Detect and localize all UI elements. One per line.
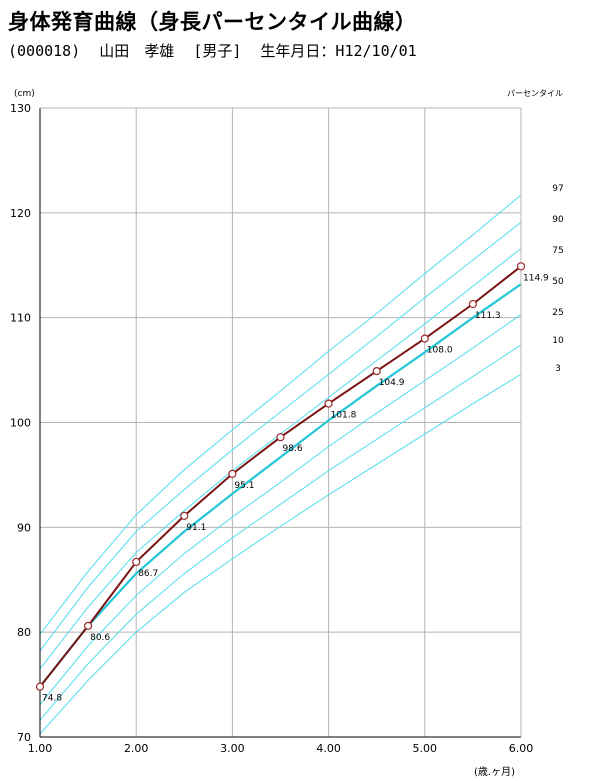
patient-id: (000018) <box>8 42 81 60</box>
measurement-point <box>83 621 93 630</box>
percentile-legend-label: 50 <box>552 277 564 287</box>
x-axis-unit-label: (歳.ヶ月) <box>474 766 515 778</box>
legend-title: パーセンタイル <box>507 89 563 98</box>
y-tick-label: 80 <box>17 626 31 639</box>
x-tick-label: 2.00 <box>124 742 149 755</box>
data-label: 86.7 <box>138 569 158 579</box>
measurement-point <box>180 511 189 520</box>
measurement-point <box>420 334 429 343</box>
measurement-series <box>35 262 526 691</box>
measurement-point <box>132 557 141 567</box>
grid <box>39 107 522 738</box>
x-tick-label: 3.00 <box>220 742 245 755</box>
data-label: 104.9 <box>379 378 405 388</box>
measurement-point <box>276 433 285 442</box>
x-tick-label: 1.00 <box>28 742 53 755</box>
percentile-curves <box>39 194 522 735</box>
data-label: 108.0 <box>427 346 453 356</box>
percentile-curve-90 <box>39 221 522 652</box>
x-tick-label: 5.00 <box>413 742 438 755</box>
patient-name: 山田 孝雄 <box>99 42 175 60</box>
percentile-legend-label: 10 <box>552 336 564 346</box>
percentile-curve-10 <box>39 344 522 721</box>
page-title: 身体発育曲線（身長パーセンタイル曲線） <box>8 10 417 34</box>
measurement-point <box>468 299 477 309</box>
data-label: 101.8 <box>331 411 357 421</box>
percentile-curve-3 <box>39 373 522 735</box>
y-tick-label: 100 <box>10 417 31 430</box>
measurement-point <box>516 262 526 271</box>
percentile-legend-label: 25 <box>552 308 563 318</box>
data-label: 95.1 <box>234 481 254 491</box>
percentile-legend-label: 3 <box>555 364 561 374</box>
y-tick-label: 70 <box>17 731 31 744</box>
patient-sex: [男子] <box>193 42 242 60</box>
data-label: 111.3 <box>475 311 501 321</box>
percentile-curve-25 <box>39 314 522 705</box>
y-axis-unit-label: (cm) <box>14 89 35 99</box>
data-label: 74.8 <box>42 694 62 704</box>
percentile-legend-label: 90 <box>552 215 564 225</box>
data-label: 98.6 <box>283 444 303 454</box>
percentile-legend-label: 75 <box>552 246 563 256</box>
percentile-curve-97 <box>39 194 522 635</box>
patient-birthdate: 生年月日：H12/10/01 <box>260 42 417 60</box>
data-label: 114.9 <box>523 273 549 283</box>
patient-info: (000018) 山田 孝雄 [男子] 生年月日：H12/10/01 <box>8 40 427 61</box>
labels: 97 90 75 50 25 10 3 74.8 80.6 86.7 91.1 95.1 98.6 101… <box>42 184 564 704</box>
data-label: 80.6 <box>90 633 110 643</box>
y-tick-label: 130 <box>10 102 31 115</box>
y-tick-label: 120 <box>10 207 31 220</box>
y-tick-label: 90 <box>17 521 31 534</box>
measurement-point <box>372 367 381 376</box>
percentile-legend-label: 97 <box>552 184 563 194</box>
measurement-line <box>39 265 522 688</box>
axes: 70 80 90 100 110 120 130 1.00 2.00 3.00 4.00 5.00 6.… <box>10 102 533 755</box>
x-tick-label: 6.00 <box>509 742 534 755</box>
percentile-curve-50 <box>39 283 522 688</box>
measurement-point <box>324 399 333 408</box>
data-label: 91.1 <box>186 523 206 533</box>
percentile-curve-75 <box>39 248 522 670</box>
y-tick-label: 110 <box>10 312 31 325</box>
measurement-point <box>228 469 237 478</box>
x-tick-label: 4.00 <box>316 742 341 755</box>
measurement-point <box>35 682 45 691</box>
